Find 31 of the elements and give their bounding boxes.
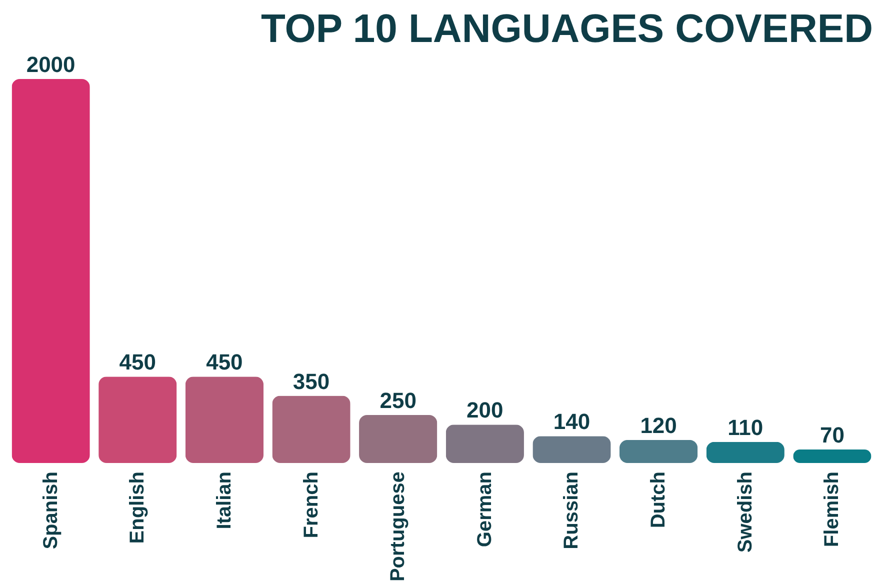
- data-label: 350: [292, 368, 330, 394]
- data-label: 200: [466, 398, 504, 423]
- bar: [359, 415, 438, 463]
- bar: [12, 79, 90, 463]
- data-label: 250: [380, 388, 416, 413]
- x-tick-label: French: [300, 472, 322, 538]
- x-tick-label: Dutch: [648, 472, 670, 528]
- data-label: 450: [206, 350, 243, 375]
- data-label: 110: [728, 414, 764, 440]
- bar: [98, 376, 177, 463]
- data-label: 2000: [26, 52, 76, 77]
- bar: [446, 424, 524, 463]
- x-tick-label: Russian: [560, 472, 583, 550]
- data-label: 120: [640, 412, 677, 438]
- bar: [272, 396, 350, 463]
- x-tick-label: Flemish: [821, 472, 844, 548]
- data-label: 450: [119, 350, 156, 375]
- x-tick-label: Portuguese: [387, 472, 410, 582]
- bar: [185, 376, 264, 463]
- x-tick-label: Spanish: [40, 472, 62, 550]
- x-tick-label: Swedish: [734, 472, 756, 553]
- bar: [532, 436, 611, 463]
- bar: [793, 450, 872, 463]
- data-label: 70: [820, 422, 844, 448]
- bar: [706, 442, 784, 463]
- x-tick-label: Italian: [213, 472, 236, 530]
- x-tick-label: German: [474, 472, 496, 548]
- chart-title: TOP 10 LANGUAGES COVERED: [261, 7, 873, 51]
- bar: [619, 440, 698, 463]
- x-tick-label: English: [126, 472, 149, 544]
- data-label: 140: [553, 409, 590, 434]
